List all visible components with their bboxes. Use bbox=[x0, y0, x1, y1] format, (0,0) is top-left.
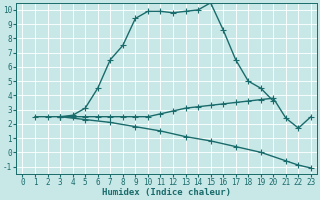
X-axis label: Humidex (Indice chaleur): Humidex (Indice chaleur) bbox=[102, 188, 231, 197]
